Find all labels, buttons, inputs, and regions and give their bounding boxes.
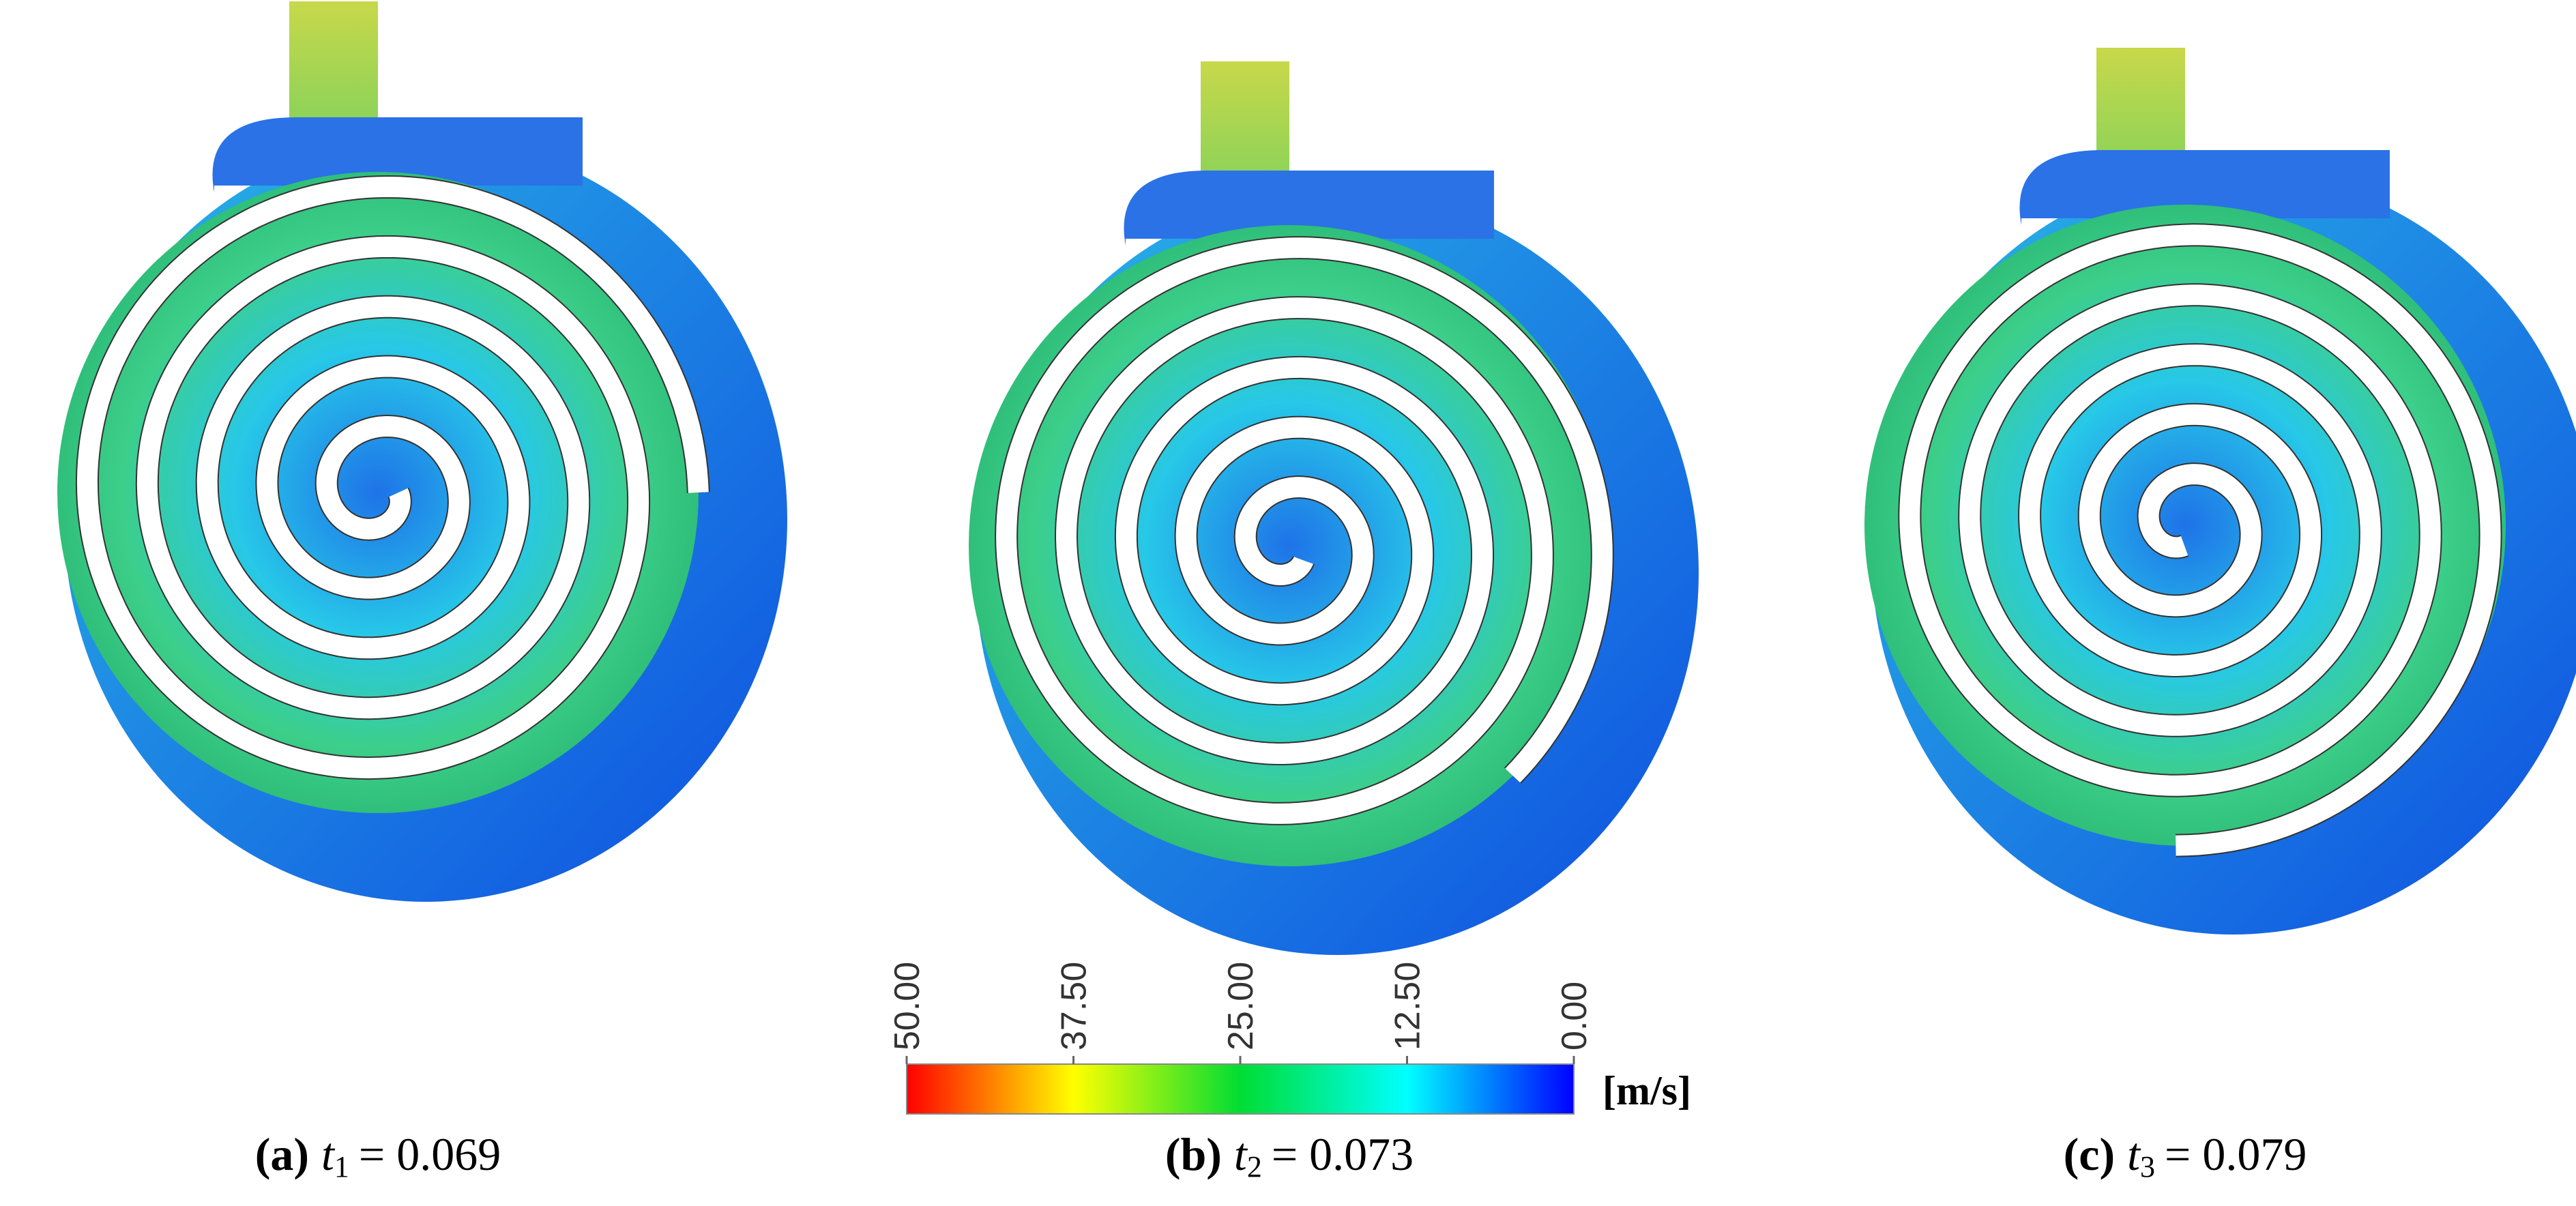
- panel-caption: (c) t3 = 0.079: [2064, 1128, 2307, 1183]
- flow-field: [57, 1, 787, 902]
- panel-letter: (c): [2064, 1128, 2115, 1180]
- time-value: = 0.079: [2165, 1128, 2307, 1180]
- time-subscript: 2: [1247, 1150, 1262, 1183]
- time-symbol: t: [1234, 1128, 1248, 1180]
- time-subscript: 3: [2140, 1150, 2155, 1183]
- time-subscript: 1: [334, 1150, 349, 1183]
- colorbar-tick-label: 37.50: [1055, 962, 1094, 1050]
- time-symbol: t: [321, 1128, 336, 1180]
- flow-field: [969, 61, 1699, 955]
- panel-letter: (b): [1165, 1128, 1222, 1180]
- scroll-wrap: [996, 237, 1613, 824]
- scroll-wrap: [1899, 224, 2501, 856]
- inlet-chamber: [212, 117, 583, 192]
- time-symbol: t: [2127, 1128, 2141, 1180]
- panel-caption: (b) t2 = 0.073: [1165, 1128, 1414, 1183]
- colorbar-tick-label: 12.50: [1388, 962, 1428, 1050]
- colorbar-tick-label: 0.00: [1555, 982, 1594, 1050]
- time-value: = 0.073: [1272, 1128, 1414, 1180]
- panel-letter: (a): [255, 1128, 309, 1180]
- panel-caption: (a) t1 = 0.069: [255, 1128, 501, 1183]
- colorbar-tick-label: 25.00: [1221, 962, 1261, 1050]
- inlet-chamber: [2019, 150, 2390, 225]
- inlet-chamber: [1124, 171, 1494, 246]
- flow-field: [1864, 48, 2576, 935]
- time-value: = 0.069: [359, 1128, 501, 1180]
- scroll-wrap: [76, 176, 709, 779]
- colorbar: [906, 1063, 1575, 1115]
- colorbar-tick-label: 50.00: [888, 962, 927, 1050]
- colorbar-unit: [m/s]: [1602, 1068, 1691, 1113]
